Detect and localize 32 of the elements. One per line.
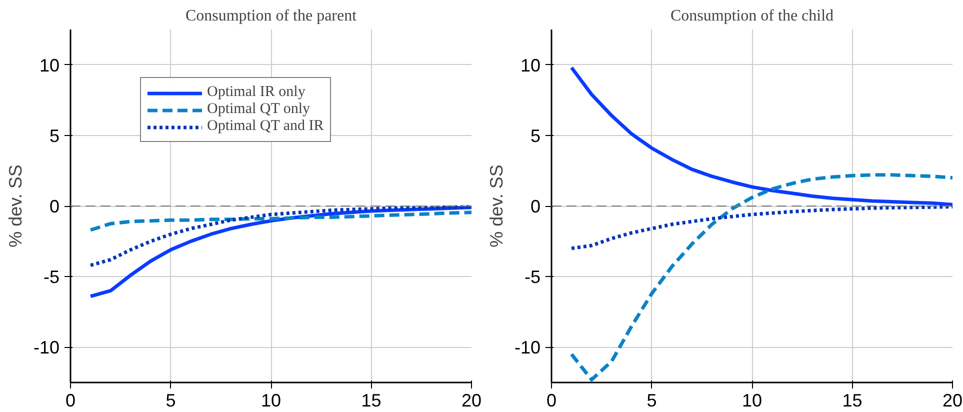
y-tick-label: -10: [514, 338, 540, 358]
y-tick-label: 0: [49, 196, 60, 216]
y-tick-label: -5: [43, 267, 60, 288]
x-tick-label: 20: [942, 390, 963, 410]
x-tick-label: 0: [546, 390, 557, 410]
x-tick-label: 20: [461, 390, 482, 410]
x-tick-label: 5: [166, 390, 176, 410]
x-tick-label: 10: [260, 390, 282, 410]
x-tick-label: 0: [65, 390, 76, 410]
x-tick-label: 15: [361, 390, 382, 410]
y-tick-label: 5: [49, 126, 60, 146]
y-tick-label: 10: [39, 55, 60, 76]
x-tick-label: 15: [842, 390, 862, 410]
line-series: [88, 210, 472, 232]
y-tick-label: -10: [33, 338, 60, 358]
legend-label: Optimal QT and IR: [207, 118, 324, 135]
line-series: [570, 173, 952, 382]
y-axis-title: % dev. SS: [486, 164, 506, 248]
line-series: [570, 66, 952, 206]
line-series: [570, 204, 952, 250]
legend-label: Optimal QT only: [207, 101, 310, 118]
chart-title: Consumption of the child: [670, 8, 834, 24]
line-series: [88, 204, 472, 268]
legend-label: Optimal IR only: [207, 84, 306, 101]
y-tick-label: 10: [520, 55, 541, 76]
x-tick-label: 10: [742, 390, 762, 410]
y-axis-title: % dev. SS: [5, 164, 26, 248]
y-tick-label: -5: [524, 267, 541, 288]
x-tick-label: 5: [646, 390, 657, 410]
y-tick-label: 5: [530, 126, 541, 146]
y-tick-label: 0: [530, 196, 541, 216]
chart-title: Consumption of the parent: [185, 8, 358, 24]
